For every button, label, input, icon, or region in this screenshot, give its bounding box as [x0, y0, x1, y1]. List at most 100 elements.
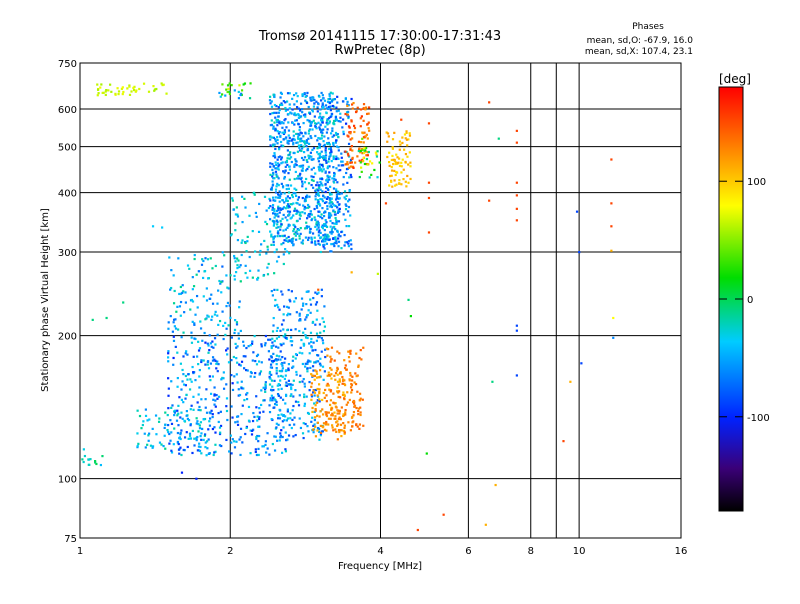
data-point: [327, 214, 331, 217]
data-point: [279, 96, 282, 99]
data-point: [313, 216, 316, 219]
data-point: [306, 336, 309, 340]
data-point: [341, 382, 344, 385]
data-point: [117, 92, 120, 96]
data-point: [328, 147, 331, 151]
data-point: [292, 228, 296, 231]
data-point: [357, 364, 360, 367]
data-point: [248, 214, 251, 217]
data-point: [300, 169, 303, 172]
data-point: [408, 151, 411, 154]
data-point: [253, 375, 256, 379]
data-point: [293, 224, 296, 227]
data-point: [304, 362, 307, 365]
data-point: [288, 139, 291, 143]
data-point: [284, 394, 288, 398]
data-point: [304, 318, 307, 321]
data-point: [309, 331, 313, 334]
data-point: [144, 408, 147, 411]
data-point: [427, 181, 431, 184]
data-point: [101, 454, 104, 458]
data-point: [362, 141, 365, 144]
data-point: [213, 313, 217, 316]
data-point: [301, 185, 304, 188]
data-point: [218, 432, 222, 436]
data-point: [305, 144, 308, 148]
data-point: [350, 97, 353, 101]
data-point: [364, 149, 367, 152]
data-point: [336, 380, 340, 383]
data-point: [204, 398, 207, 401]
data-point: [219, 410, 222, 413]
data-point: [300, 132, 303, 135]
data-point: [157, 420, 161, 423]
data-point: [427, 122, 431, 125]
data-point: [272, 136, 276, 139]
data-point: [351, 137, 354, 140]
data-point: [213, 337, 217, 340]
data-point: [326, 382, 329, 386]
data-point: [288, 423, 291, 427]
data-point: [325, 384, 328, 387]
data-point: [311, 148, 314, 151]
y-tick-label: 600: [58, 105, 77, 116]
data-point: [192, 285, 196, 288]
data-point: [343, 379, 346, 382]
data-point: [303, 393, 306, 396]
data-point: [311, 108, 314, 111]
data-point: [354, 382, 358, 386]
data-point: [320, 288, 323, 291]
data-point: [350, 416, 354, 419]
data-point: [295, 92, 298, 95]
data-point: [336, 211, 340, 215]
data-point: [393, 159, 396, 163]
data-point: [316, 151, 319, 154]
data-point: [198, 424, 201, 427]
data-point: [321, 200, 325, 203]
data-point: [239, 453, 242, 457]
data-point: [314, 388, 318, 392]
data-point: [236, 238, 240, 242]
data-point: [352, 414, 355, 417]
data-point: [288, 92, 291, 95]
data-point: [252, 351, 255, 354]
data-point: [319, 137, 322, 140]
data-point: [319, 431, 323, 434]
data-point: [186, 417, 189, 420]
data-point: [269, 205, 272, 208]
data-point: [334, 236, 337, 239]
data-point: [343, 366, 347, 370]
data-point: [318, 398, 321, 401]
data-point: [289, 313, 292, 316]
data-point: [283, 131, 286, 134]
data-point: [176, 440, 180, 444]
data-point: [329, 219, 332, 223]
data-point: [240, 387, 243, 390]
data-point: [239, 329, 242, 333]
data-point: [287, 367, 290, 370]
data-point: [336, 386, 339, 389]
data-point: [214, 399, 217, 402]
data-point: [96, 88, 100, 91]
data-point: [268, 453, 271, 456]
data-point: [244, 206, 247, 209]
data-point: [270, 356, 273, 359]
data-point: [326, 128, 329, 131]
data-point: [359, 413, 362, 417]
data-point: [360, 166, 363, 169]
data-point: [347, 115, 350, 118]
data-point: [273, 435, 276, 438]
data-point: [333, 241, 337, 244]
data-point: [375, 153, 378, 156]
data-point: [278, 308, 281, 311]
data-point: [316, 336, 320, 339]
data-point: [203, 417, 207, 421]
data-point: [238, 393, 242, 397]
data-point: [358, 159, 361, 162]
data-point: [211, 415, 214, 419]
data-point: [329, 212, 332, 215]
data-point: [195, 417, 198, 420]
data-point: [347, 110, 350, 113]
data-point: [292, 355, 295, 358]
data-point: [335, 220, 338, 223]
